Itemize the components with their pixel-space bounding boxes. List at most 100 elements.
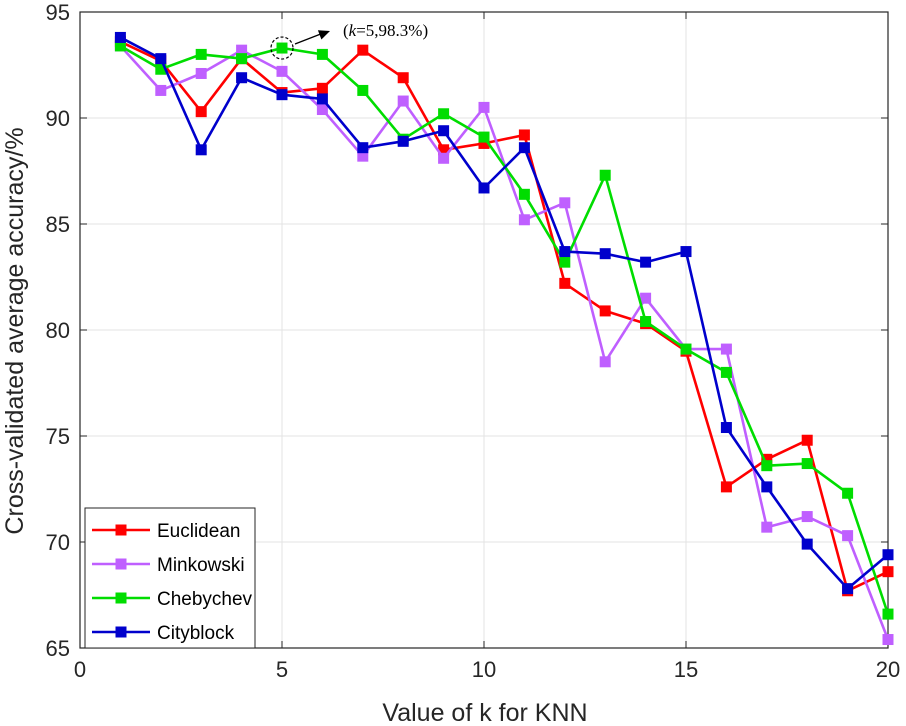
axis-ticks: 0 5 10 15 20 65 70 75 80 85 90 95 xyxy=(46,0,901,682)
data-point-cityblock xyxy=(397,135,409,147)
data-point-minkowski xyxy=(559,197,571,209)
data-point-chebychev xyxy=(761,460,773,472)
data-point-chebychev xyxy=(478,131,490,143)
data-point-chebychev xyxy=(842,487,854,499)
data-point-minkowski xyxy=(357,150,369,162)
data-point-chebychev xyxy=(801,458,813,470)
data-point-minkowski xyxy=(842,530,854,542)
y-tick-label: 95 xyxy=(46,0,70,25)
data-point-minkowski xyxy=(518,214,530,226)
data-point-cityblock xyxy=(195,144,207,156)
data-point-cityblock xyxy=(842,583,854,595)
data-point-cityblock xyxy=(236,72,248,84)
x-tick-label: 10 xyxy=(472,657,496,682)
x-tick-label: 20 xyxy=(876,657,900,682)
legend-label-cityblock: Cityblock xyxy=(157,623,235,644)
y-tick-label: 65 xyxy=(46,636,70,661)
data-point-cityblock xyxy=(518,142,530,154)
x-tick-label: 15 xyxy=(674,657,698,682)
data-point-cityblock xyxy=(640,256,652,268)
data-point-minkowski xyxy=(236,44,248,56)
annotation-arrow xyxy=(294,32,323,45)
data-point-euclidean xyxy=(478,137,490,149)
data-point-cityblock xyxy=(720,422,732,434)
data-point-minkowski xyxy=(599,356,611,368)
data-point-cityblock xyxy=(559,246,571,258)
data-point-chebychev xyxy=(882,608,894,620)
data-point-euclidean xyxy=(720,481,732,493)
legend-box xyxy=(84,507,256,649)
y-tick-label: 80 xyxy=(46,318,70,343)
legend-marker-cityblock xyxy=(115,626,127,638)
data-point-minkowski xyxy=(438,152,450,164)
x-axis-title: Value of k for KNN xyxy=(382,699,587,726)
data-point-chebychev xyxy=(559,256,571,268)
data-point-cityblock xyxy=(882,549,894,561)
x-tick-label: 0 xyxy=(74,657,86,682)
data-point-euclidean xyxy=(599,305,611,317)
data-point-cityblock xyxy=(438,125,450,137)
data-point-chebychev xyxy=(640,316,652,328)
data-point-cityblock xyxy=(680,246,692,258)
legend-marker-minkowski xyxy=(115,558,127,570)
data-point-chebychev xyxy=(438,108,450,120)
data-point-minkowski xyxy=(195,67,207,79)
annotation-arrowhead xyxy=(317,30,330,40)
data-point-cityblock xyxy=(801,538,813,550)
annotation-circle xyxy=(270,36,294,60)
data-point-cityblock xyxy=(357,142,369,154)
data-point-euclidean xyxy=(761,453,773,465)
series-line-chebychev xyxy=(119,44,890,615)
data-point-euclidean xyxy=(357,44,369,56)
data-point-euclidean xyxy=(559,277,571,289)
data-point-cityblock xyxy=(114,31,126,43)
y-axis-title: Cross-validated average accuracy/% xyxy=(1,127,29,534)
series-line-euclidean xyxy=(119,40,889,593)
data-point-euclidean xyxy=(518,129,530,141)
data-point-chebychev xyxy=(195,48,207,60)
x-tick-label: 5 xyxy=(276,657,288,682)
data-point-minkowski xyxy=(761,521,773,533)
data-point-cityblock xyxy=(599,248,611,260)
data-point-chebychev xyxy=(114,40,126,52)
data-point-minkowski xyxy=(155,84,167,96)
data-point-euclidean xyxy=(316,82,328,94)
annotation-label: (k=5,98.3%) xyxy=(343,21,428,40)
data-point-chebychev xyxy=(155,63,167,75)
data-point-chebychev xyxy=(680,343,692,355)
data-point-minkowski xyxy=(640,292,652,304)
y-tick-label: 90 xyxy=(46,106,70,131)
y-tick-label: 85 xyxy=(46,212,70,237)
data-point-minkowski xyxy=(882,634,894,646)
data-point-minkowski xyxy=(276,65,288,77)
legend-label-minkowski: Minkowski xyxy=(157,555,245,576)
data-point-euclidean xyxy=(195,106,207,118)
legend: Euclidean Minkowski Chebychev Cityblock xyxy=(84,507,256,649)
data-point-chebychev xyxy=(357,84,369,96)
legend-marker-chebychev xyxy=(115,592,127,604)
data-point-cityblock xyxy=(276,89,288,101)
data-point-chebychev xyxy=(599,169,611,181)
legend-label-chebychev: Chebychev xyxy=(157,589,253,610)
data-point-chebychev xyxy=(720,366,732,378)
y-tick-label: 70 xyxy=(46,530,70,555)
data-point-cityblock xyxy=(761,481,773,493)
data-point-euclidean xyxy=(397,72,409,84)
y-tick-label: 75 xyxy=(46,424,70,449)
data-point-cityblock xyxy=(478,182,490,194)
series-line-cityblock xyxy=(119,36,889,590)
legend-marker-euclidean xyxy=(115,524,127,536)
data-point-minkowski xyxy=(478,101,490,113)
data-point-chebychev xyxy=(276,42,288,54)
data-point-euclidean xyxy=(438,144,450,156)
series-group xyxy=(114,31,894,646)
data-point-minkowski xyxy=(316,104,328,116)
data-point-cityblock xyxy=(155,53,167,65)
data-point-cityblock xyxy=(316,93,328,105)
data-point-minkowski xyxy=(801,511,813,523)
peak-annotation: (k=5,98.3%) xyxy=(270,21,428,60)
data-point-chebychev xyxy=(518,188,530,200)
data-point-minkowski xyxy=(720,343,732,355)
legend-label-euclidean: Euclidean xyxy=(157,521,240,542)
